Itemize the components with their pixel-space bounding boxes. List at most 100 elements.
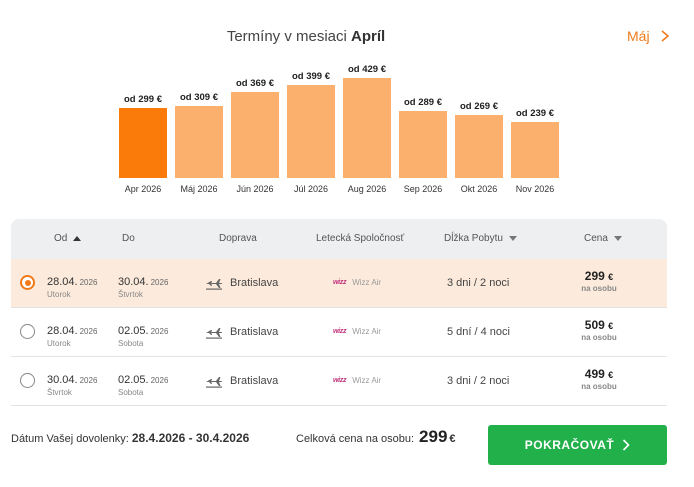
bar[interactable] (175, 106, 223, 178)
column-header-transport: Doprava (219, 233, 257, 244)
row-price-per-person: na osobu (581, 284, 617, 293)
row-radio[interactable] (20, 324, 35, 339)
next-month-link[interactable]: Máj (627, 28, 670, 44)
table-row[interactable]: 28.04. 2026 Utorok 02.05. 2026 Sobota Bratisla… (11, 308, 667, 357)
transport-city: Bratislava (230, 277, 279, 289)
row-price: 499 € na osobu (571, 367, 627, 391)
column-header-airline: Letecká Spoločnosť (316, 233, 404, 244)
bar[interactable] (119, 108, 167, 178)
bar[interactable] (287, 85, 335, 178)
bar[interactable] (399, 111, 447, 178)
column-header-stay[interactable]: Dĺžka Pobytu (444, 233, 517, 244)
bar-month-label: Jún 2026 (236, 184, 274, 194)
plane-icon (206, 279, 222, 290)
from-date: 28.04. 2026 Utorok (47, 321, 97, 348)
continue-button-label: POKRAČOVAŤ (524, 438, 615, 452)
to-date-year: 2026 (150, 327, 169, 336)
from-date-value: 30.04. (47, 374, 78, 386)
transport-city: Bratislava (230, 326, 279, 338)
airline: wizz Wizz Air (333, 376, 381, 385)
column-header-price[interactable]: Cena (584, 233, 622, 244)
continue-button[interactable]: POKRAČOVAŤ (488, 425, 667, 465)
bar-price-label: od 369 € (235, 78, 275, 89)
from-date-weekday: Utorok (47, 339, 71, 348)
bar-price-label: od 289 € (403, 97, 443, 108)
table-header: Od Do Doprava Letecká Spoločnosť Dĺžka P… (11, 219, 667, 259)
airline: wizz Wizz Air (333, 278, 381, 287)
total-price-label: Celková cena na osobu: (296, 433, 415, 445)
row-price-amount: 299 (584, 269, 605, 283)
row-price-per-person: na osobu (581, 382, 617, 391)
from-date-value: 28.04. (47, 325, 78, 337)
plane-icon (206, 328, 222, 339)
row-price: 509 € na osobu (571, 318, 627, 342)
bar-price-label: od 269 € (459, 101, 499, 112)
row-price-currency: € (608, 370, 614, 380)
stay-length: 5 dní / 4 noci (447, 326, 510, 338)
from-date: 28.04. 2026 Utorok (47, 272, 97, 299)
column-header-price-label: Cena (584, 233, 608, 244)
month-header: Termíny v mesiaci Apríl Máj (0, 28, 694, 50)
bar-month-label: Sep 2026 (403, 184, 443, 194)
bar-month-label: Nov 2026 (515, 184, 555, 194)
booking-footer: Dátum Vašej dovolenky: 28.4.2026 - 30.4.… (11, 425, 671, 467)
to-date: 02.05. 2026 Sobota (118, 370, 168, 397)
vacation-dates-value: 28.4.2026 - 30.4.2026 (131, 431, 250, 445)
wizz-air-logo-icon: wizz (333, 328, 347, 335)
row-radio[interactable] (20, 373, 35, 388)
bar-month-label: Aug 2026 (347, 184, 387, 194)
month-title: Termíny v mesiaci Apríl (0, 28, 612, 45)
bar-price-label: od 299 € (123, 94, 163, 105)
plane-icon (206, 377, 222, 388)
bar[interactable] (231, 92, 279, 178)
airline-name: Wizz Air (352, 376, 382, 385)
row-price-per-person: na osobu (581, 333, 617, 342)
chevron-right-icon (661, 30, 669, 42)
to-date-value: 02.05. (118, 325, 149, 337)
from-date-weekday: Štvrtok (47, 388, 72, 397)
from-date-value: 28.04. (47, 276, 78, 288)
bar[interactable] (511, 122, 559, 178)
column-header-airline-label: Letecká Spoločnosť (316, 233, 405, 244)
bar[interactable] (343, 78, 391, 178)
total-price: Celková cena na osobu: 299 € (296, 427, 456, 447)
to-date-weekday: Sobota (118, 339, 144, 348)
vacation-dates: Dátum Vašej dovolenky: 28.4.2026 - 30.4.… (11, 431, 249, 445)
from-date-year: 2026 (79, 278, 98, 287)
wizz-air-logo-icon: wizz (333, 377, 347, 384)
airline-name: Wizz Air (352, 278, 382, 287)
bar-price-label: od 239 € (515, 108, 555, 119)
sort-asc-icon (73, 236, 82, 241)
bar-month-label: Júl 2026 (293, 184, 329, 194)
to-date-year: 2026 (150, 278, 169, 287)
sort-desc-icon (613, 236, 622, 241)
chevron-right-icon (623, 439, 630, 451)
next-month-label: Máj (627, 28, 650, 44)
row-price-amount: 499 (584, 367, 605, 381)
month-title-month: Apríl (351, 28, 386, 45)
bar-price-label: od 399 € (291, 71, 331, 82)
table-row[interactable]: 30.04. 2026 Štvrtok 02.05. 2026 Sobota Bratisl… (11, 357, 667, 406)
vacation-dates-label: Dátum Vašej dovolenky: (11, 433, 129, 445)
column-header-to-label: Do (122, 233, 135, 244)
row-radio[interactable] (20, 275, 35, 290)
row-price-currency: € (608, 272, 614, 282)
price-bar-chart: od 299 € Apr 2026 od 309 € Máj 2026 od 369 €… (0, 60, 694, 200)
stay-length: 3 dni / 2 noci (447, 375, 510, 387)
sort-desc-icon (508, 236, 517, 241)
wizz-air-logo-icon: wizz (333, 279, 347, 286)
total-price-currency: € (449, 433, 456, 445)
column-header-to[interactable]: Do (122, 233, 135, 244)
transport: Bratislava (205, 276, 278, 290)
row-price-amount: 509 (584, 318, 605, 332)
airline: wizz Wizz Air (333, 327, 381, 336)
to-date-value: 30.04. (118, 276, 149, 288)
transport: Bratislava (205, 374, 278, 388)
column-header-from[interactable]: Od (54, 233, 82, 244)
transport: Bratislava (205, 325, 278, 339)
transport-city: Bratislava (230, 375, 279, 387)
bar-price-label: od 429 € (347, 64, 387, 75)
bar[interactable] (455, 115, 503, 178)
to-date-weekday: Štvrtok (118, 290, 143, 299)
table-row[interactable]: 28.04. 2026 Utorok 30.04. 2026 Štvrtok Bratisl… (11, 259, 667, 308)
